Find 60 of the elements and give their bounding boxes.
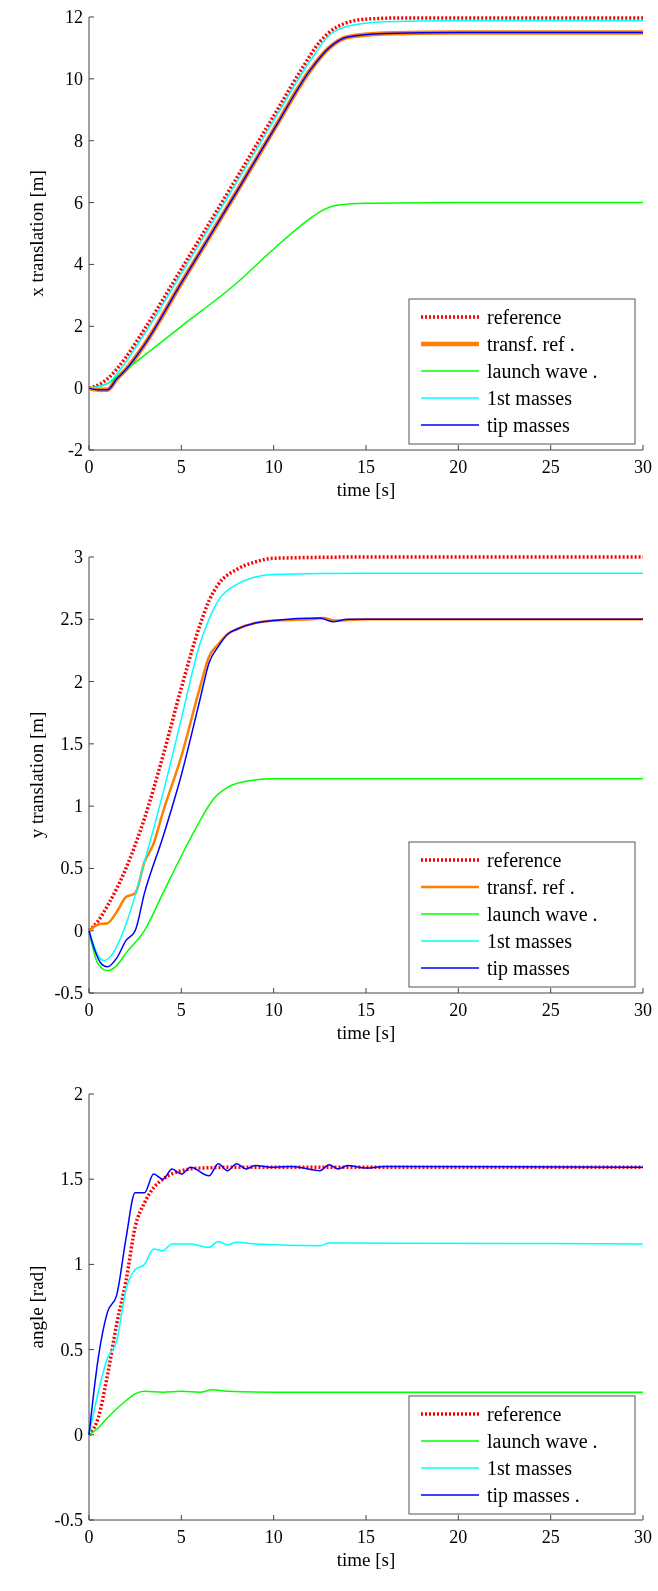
legend-label: reference [487,306,562,328]
x-tick-label: 5 [176,1527,186,1547]
y-tick-label: 4 [74,254,83,275]
y-tick-label: 1 [74,1254,83,1275]
y-tick-label: 10 [65,68,83,89]
y-tick-label: 1.5 [60,733,83,754]
y-tick-label: 2 [74,1084,83,1104]
y-tick-label: 0 [74,920,83,941]
x-tick-label: 30 [634,1000,652,1020]
y-tick-label: 0 [74,1424,83,1445]
x-tick-label: 20 [449,457,468,477]
x-tick-label: 20 [449,1527,468,1547]
y-tick-label: 2 [74,316,83,337]
y-tick-label: 2.5 [60,609,83,630]
legend-label: launch wave . [487,1430,598,1452]
y-tick-label: -0.5 [54,1510,83,1530]
y-axis-title: x translation [m] [26,170,47,297]
x-tick-label: 15 [357,1000,375,1020]
legend-label: reference [487,1403,562,1425]
legend-label: 1st masses [487,930,573,952]
y-tick-label: -0.5 [54,983,83,1003]
legend-label: 1st masses [487,387,573,409]
y-tick-label: 1.5 [60,1169,83,1190]
x-tick-label: 30 [634,457,652,477]
y-tick-label: 3 [74,547,83,567]
y-tick-label: -2 [68,440,83,460]
y-tick-label: 12 [65,7,83,27]
x-tick-label: 10 [264,1527,283,1547]
y-axis-title: angle [rad] [26,1265,47,1349]
legend-label: transf. ref . [487,876,575,898]
y-tick-label: 0 [74,378,83,399]
x-tick-label: 15 [357,457,375,477]
legend-label: tip masses [487,957,570,980]
legend-label: launch wave . [487,903,598,925]
x-tick-label: 10 [264,1000,283,1020]
legend-label: tip masses . [487,1484,580,1507]
legend-label: transf. ref . [487,333,575,355]
x-tick-label: 25 [541,1000,560,1020]
x-axis-title: time [s] [336,1549,396,1570]
x-tick-label: 25 [541,457,560,477]
x-tick-label: 5 [176,1000,186,1020]
x-tick-label: 25 [541,1527,560,1547]
legend-label: tip masses [487,414,570,437]
legend-label: 1st masses [487,1457,573,1479]
y-tick-label: 1 [74,796,83,817]
y-tick-label: 2 [74,671,83,692]
x-tick-label: 15 [357,1527,375,1547]
x-tick-label: 20 [449,1000,468,1020]
y-tick-label: 8 [74,130,83,151]
legend-label: launch wave . [487,360,598,382]
y-tick-label: 0.5 [60,1339,83,1360]
legend-label: reference [487,849,562,871]
x-tick-label: 10 [264,457,283,477]
x-axis-title: time [s] [336,479,396,500]
x-axis-title: time [s] [336,1022,396,1043]
y-tick-label: 6 [74,192,83,213]
y-axis-title: y translation [m] [26,711,47,839]
y-tick-label: 0.5 [60,858,83,879]
x-tick-label: 5 [176,457,186,477]
x-tick-label: 30 [634,1527,652,1547]
